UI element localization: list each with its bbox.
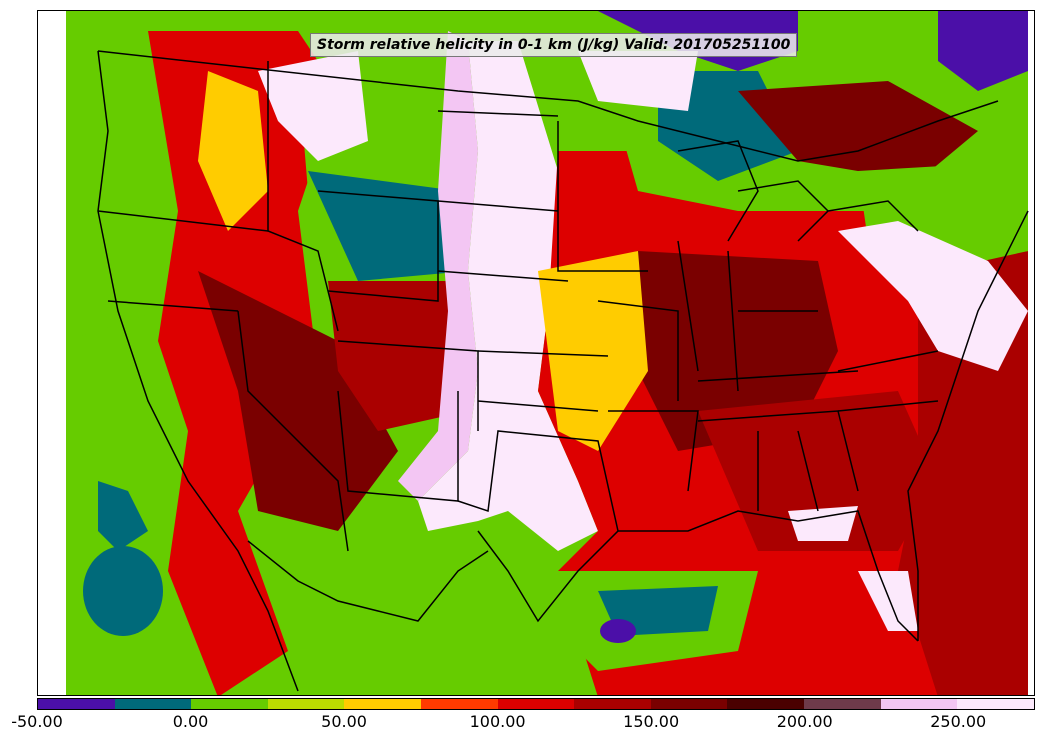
state-line-wa-or (97, 210, 269, 232)
colorbar-tick-label: 0.00 (172, 712, 209, 731)
state-line-oh-ky (697, 310, 859, 382)
colorbar-tick-labels: -50.00 0.00 50.00 100.00 150.00 200.00 250.00 (0, 712, 1044, 740)
field-ne-pink (578, 51, 698, 111)
colorbar-segment (804, 699, 881, 709)
colorbar-tick-label: 250.00 (930, 712, 987, 731)
state-line-ca-nv (237, 310, 349, 552)
field-teal-pool (83, 546, 163, 636)
colorbar-segment (344, 699, 422, 709)
colorbar-tick-label: -50.00 (11, 712, 63, 731)
state-line-gulf-coast (618, 510, 919, 642)
field-mountain-teal (308, 171, 468, 281)
field-west-yellow (198, 71, 268, 231)
west-coast (97, 50, 299, 692)
state-line-dakotas (437, 110, 569, 282)
field-florida-white (788, 506, 858, 541)
canada-border (97, 50, 999, 162)
colorbar (37, 698, 1035, 710)
field-mountain-red (328, 281, 468, 431)
field-central-yellow (538, 251, 648, 451)
field-northeast-extreme (838, 221, 1028, 371)
colorbar-tick-label: 100.00 (469, 712, 526, 731)
colorbar-segment (191, 699, 268, 709)
state-line-mo-ar (597, 300, 699, 492)
colorbar-segment (421, 699, 498, 709)
field-teal-edge (98, 481, 148, 551)
helicity-field-map (38, 11, 1034, 695)
field-west-darkred (198, 271, 398, 531)
field-east-darkred (638, 251, 838, 451)
state-line-east-coast (907, 210, 1029, 641)
field-plains-extreme (418, 41, 598, 551)
colorbar-tick-label: 50.00 (321, 712, 367, 731)
colorbar-segment (497, 699, 575, 709)
colorbar-segment (114, 699, 192, 709)
field-north-darkred (738, 81, 978, 181)
colorbar-segment (38, 699, 115, 709)
great-lakes-outline (677, 140, 919, 242)
field-outside-domain (38, 11, 66, 695)
field-gulf-purple (600, 619, 636, 643)
state-line-or-ca (107, 300, 239, 312)
field-plains-edge (398, 31, 478, 501)
boundary-lines (97, 50, 1029, 692)
field-florida-pink (858, 571, 918, 631)
map-panel: Storm relative helicity in 0-1 km (J/kg)… (37, 10, 1035, 696)
mexico-border (247, 540, 489, 622)
colorbar-segment (727, 699, 805, 709)
colorbar-tick-label: 200.00 (776, 712, 833, 731)
colorbar-segment (574, 699, 651, 709)
field-ne-purple (938, 11, 1028, 91)
colorbar-segment (650, 699, 728, 709)
state-line-wy (317, 190, 439, 302)
colorbar-segment (880, 699, 958, 709)
state-line-mn-ia (557, 121, 648, 272)
state-line-az-nm (337, 390, 459, 502)
map-title: Storm relative helicity in 0-1 km (J/kg)… (310, 33, 798, 57)
field-outside-right (1028, 11, 1034, 695)
state-line-ks-ok (477, 350, 609, 412)
colorbar-tick-label: 150.00 (623, 712, 680, 731)
state-line-il-in (677, 240, 739, 392)
state-line-va-nc (837, 350, 939, 412)
colorbar-segment (267, 699, 345, 709)
colorbar-segment (957, 699, 1034, 709)
